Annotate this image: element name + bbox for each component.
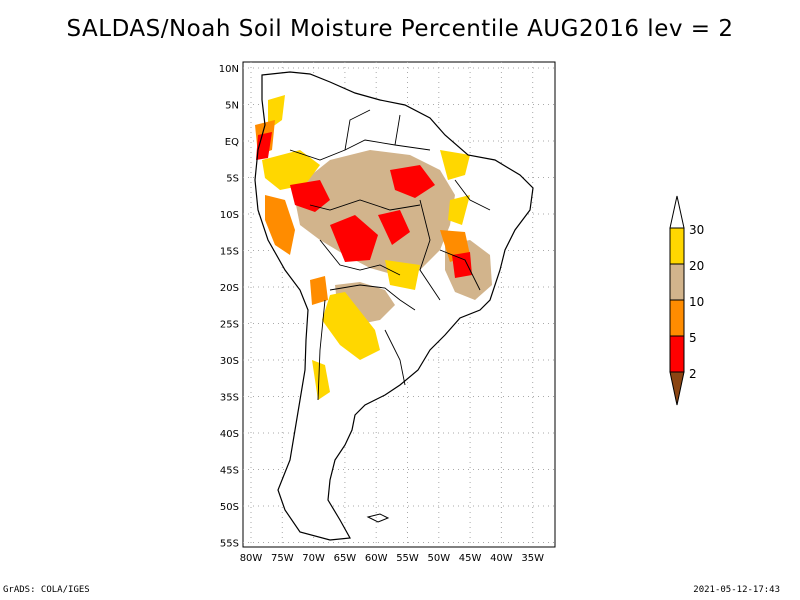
patch-yellow-northeast [440, 150, 470, 180]
footer-timestamp: 2021-05-12-17:43 [693, 585, 780, 595]
lat-tick-label: 10N [219, 64, 239, 75]
legend-bin-20-30 [669, 227, 685, 265]
lon-tick-label: 40W [490, 553, 513, 564]
patch-yellow-argentina [312, 360, 330, 400]
lat-tick-label: 55S [220, 539, 239, 550]
country-borders [289, 109, 491, 401]
lon-tick-label: 75W [271, 553, 294, 564]
legend-label-2: 2 [689, 367, 697, 381]
lat-tick-label: 20S [220, 283, 239, 294]
map-title: SALDAS/Noah Soil Moisture Percentile AUG… [66, 16, 734, 42]
lon-tick-label: 45W [459, 553, 482, 564]
footer-credit: GrADS: COLA/IGES [3, 585, 90, 595]
coastline [254, 71, 534, 541]
legend-bin-5-10 [669, 299, 685, 337]
patch-orange-andes [265, 195, 295, 255]
lat-tick-label: 45S [220, 466, 239, 477]
legend-label-20: 20 [689, 259, 704, 273]
patch-red-northeast [390, 165, 435, 198]
lon-tick-label: 80W [240, 553, 263, 564]
lon-tick-label: 50W [427, 553, 450, 564]
lon-tick-label: 35W [521, 553, 544, 564]
patch-yellow-north [262, 150, 320, 190]
patch-yellow-cerrado [385, 260, 420, 290]
patch-orange-south [310, 276, 328, 305]
patch-red-central-east [378, 210, 410, 245]
patch-yellow-chaco [322, 292, 380, 360]
patch-red-central [330, 215, 378, 262]
legend-bin-below-2 [669, 371, 685, 406]
legend-bin-2-5 [669, 335, 685, 373]
legend-label-5: 5 [689, 331, 697, 345]
longitude-labels: 80W 75W 70W 65W 60W 55W 50W 45W 40W 35W [240, 553, 544, 564]
lon-tick-label: 70W [302, 553, 325, 564]
lat-tick-label: 10S [220, 210, 239, 221]
legend-colorbar: 30 20 10 5 2 [669, 195, 704, 406]
lat-tick-label: EQ [225, 137, 239, 148]
lon-tick-label: 55W [396, 553, 419, 564]
legend-bin-10-20 [669, 263, 685, 301]
patch-red-north [256, 132, 272, 160]
patch-red-east [452, 252, 472, 278]
lat-tick-label: 15S [220, 247, 239, 258]
patch-red-amazon-west [290, 180, 330, 212]
lat-tick-label: 5S [226, 174, 239, 185]
legend-label-10: 10 [689, 295, 704, 309]
falkland-islands [366, 513, 390, 523]
lon-tick-label: 60W [365, 553, 388, 564]
lat-tick-label: 50S [220, 502, 239, 513]
lat-tick-label: 25S [220, 320, 239, 331]
lat-tick-label: 5N [225, 101, 239, 112]
lat-tick-label: 30S [220, 356, 239, 367]
latitude-labels: 10N 5N EQ 5S 10S 15S 20S 25S 30S 35S 40S 45S 50S 55S [219, 64, 239, 550]
legend-label-30: 30 [689, 223, 704, 237]
lat-tick-label: 35S [220, 393, 239, 404]
lat-tick-label: 40S [220, 429, 239, 440]
lon-tick-label: 65W [334, 553, 357, 564]
soil-moisture-patches [255, 95, 492, 400]
legend-bin-above-30 [669, 195, 685, 229]
patch-yellow-east [448, 195, 470, 225]
